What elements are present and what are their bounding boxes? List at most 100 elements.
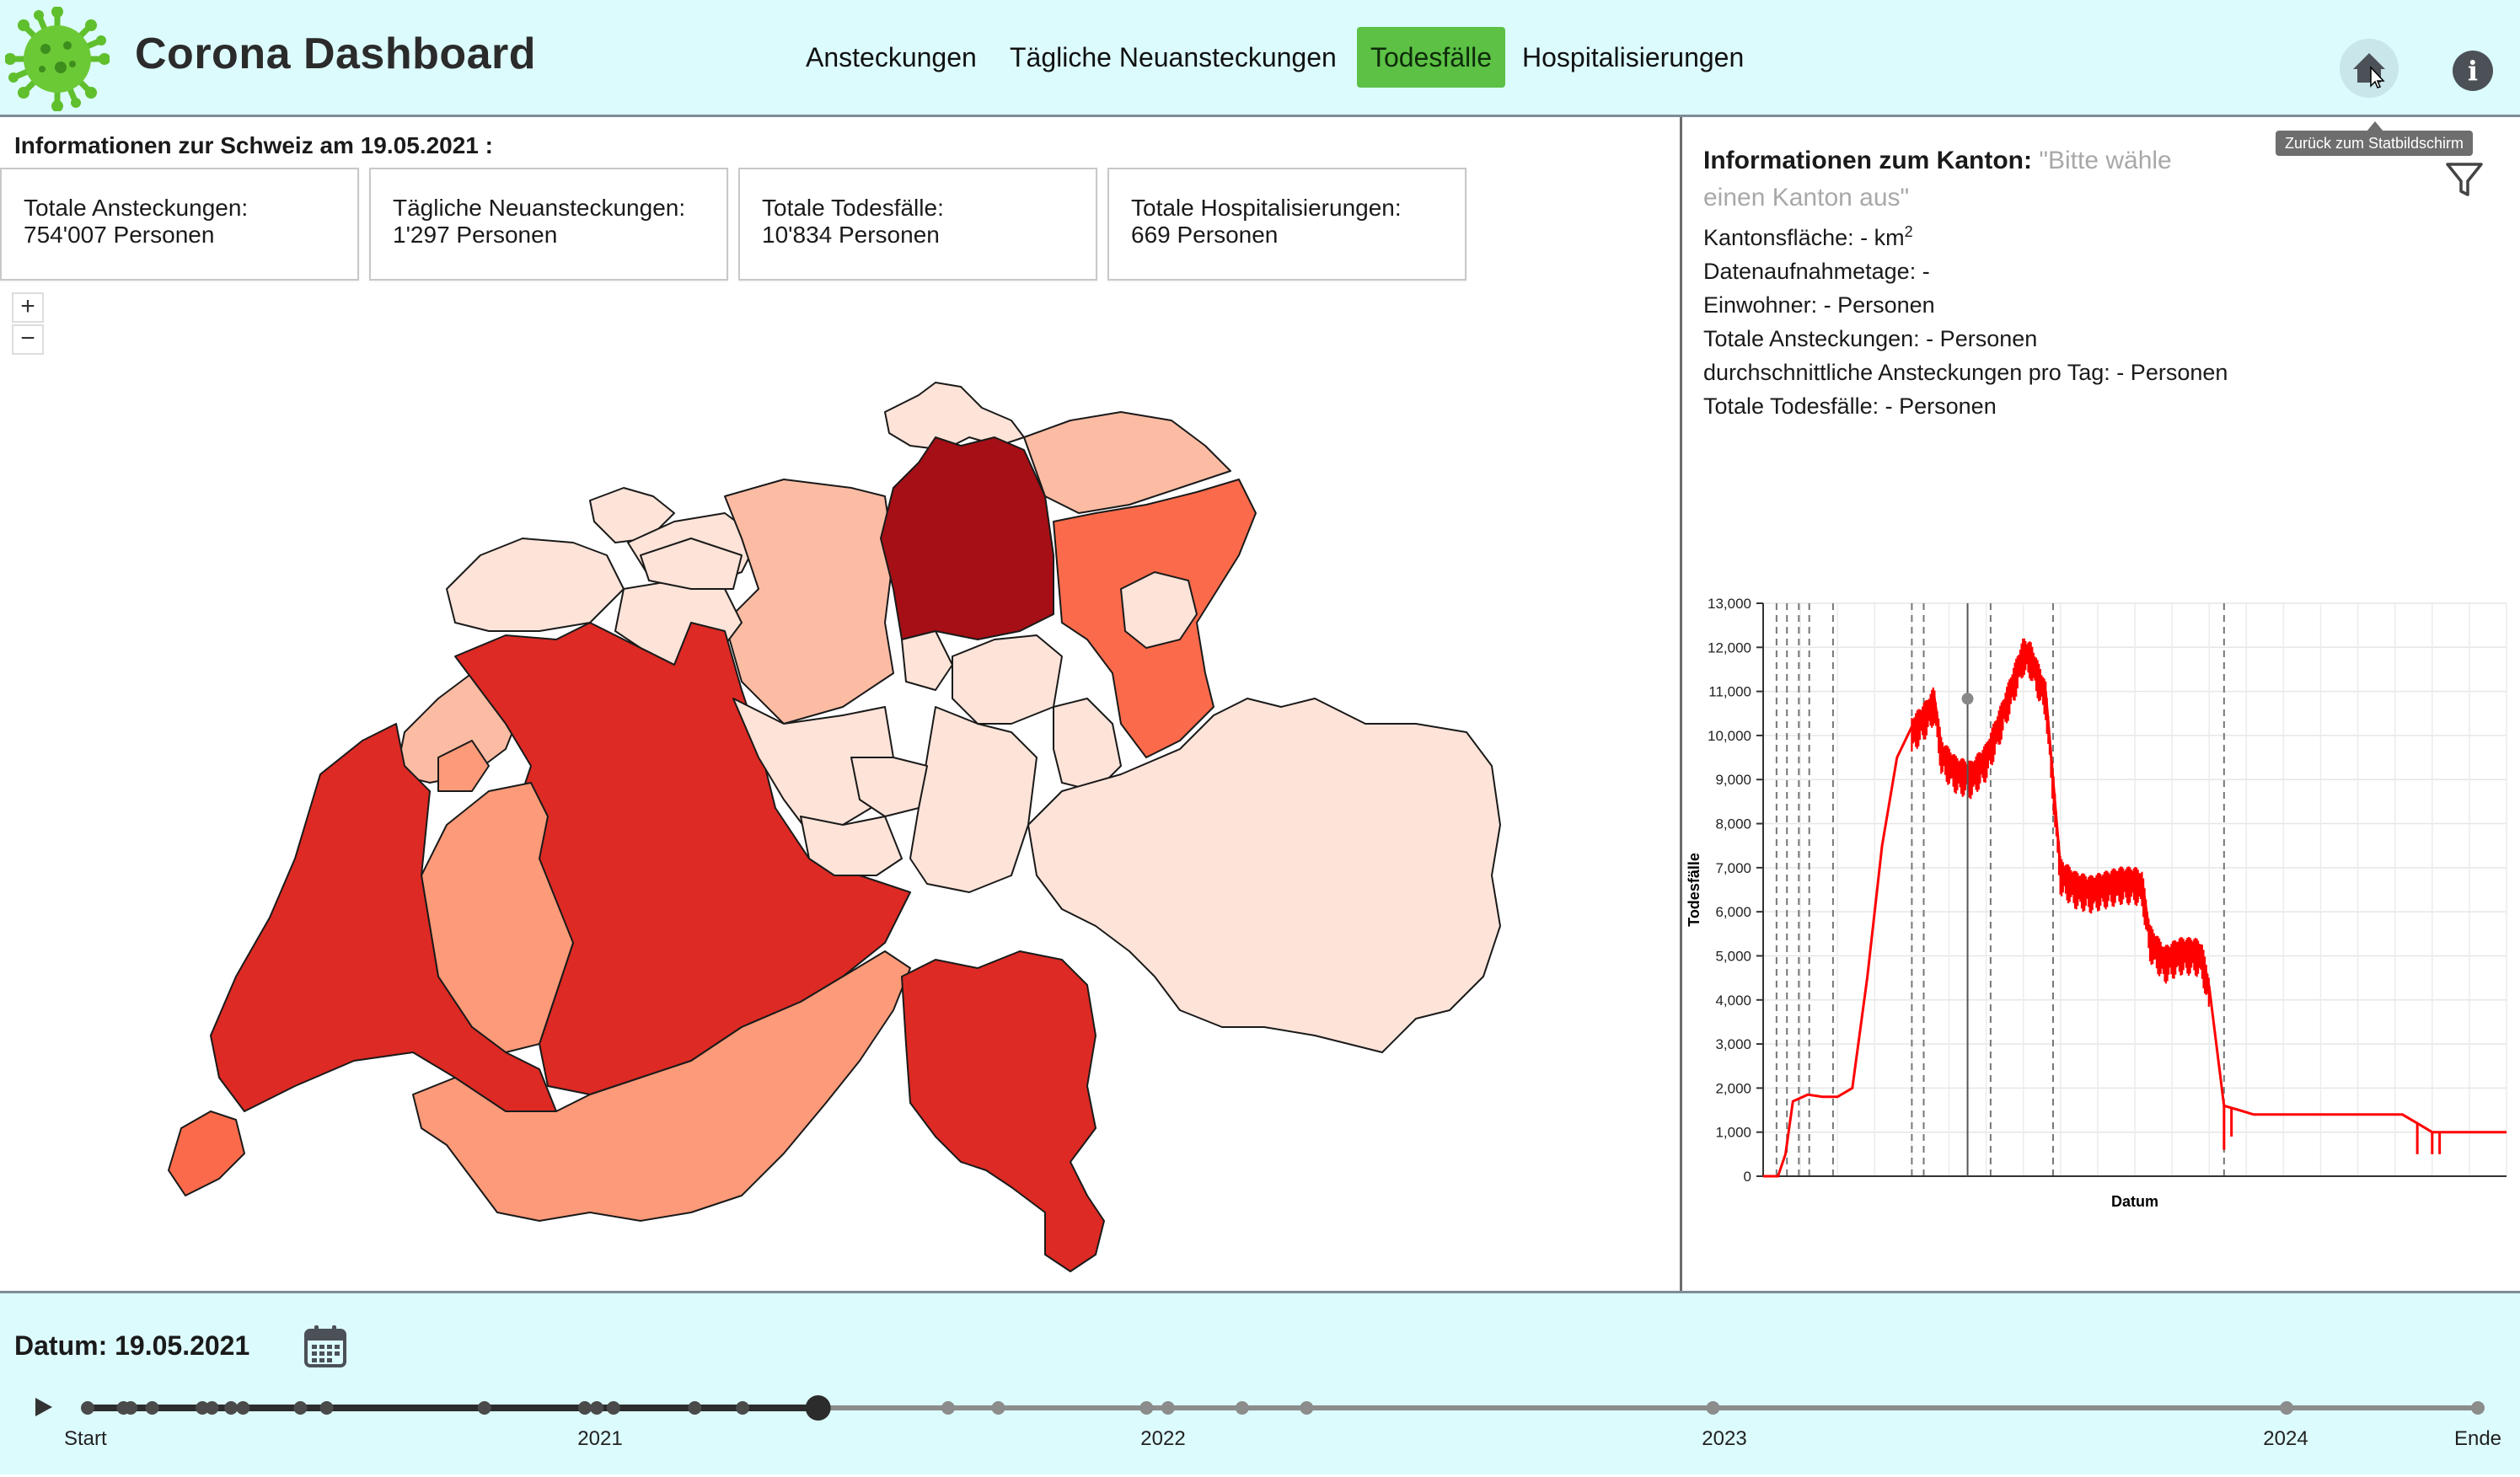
canton-area-label: Kantonsfläche: - km <box>1703 225 1905 250</box>
timeline-tick-label: 2024 <box>2263 1427 2308 1450</box>
canton-aargau[interactable] <box>724 479 894 725</box>
canton-appenzell[interactable] <box>1120 571 1198 649</box>
timeline-event-dot[interactable] <box>688 1401 702 1415</box>
chart-y-tick-label: 4,000 <box>1715 993 1751 1009</box>
map-zoom-out-button[interactable]: − <box>12 324 44 355</box>
canton-ticino[interactable] <box>901 950 1105 1272</box>
canton-obwalden[interactable] <box>800 816 903 876</box>
info-button[interactable]: i <box>2453 51 2493 91</box>
chart-y-tick-label: 8,000 <box>1715 816 1751 832</box>
panel-divider <box>1680 117 1682 1291</box>
timeline-event-dot[interactable] <box>196 1401 210 1415</box>
canton-avg-infections: durchschnittliche Ansteckungen pro Tag: … <box>1703 360 2228 385</box>
canton-population: Einwohner: - Personen <box>1703 292 1935 318</box>
timeline-event-dot[interactable] <box>124 1401 138 1415</box>
canton-uri[interactable] <box>909 706 1037 893</box>
timeline-event-dot[interactable] <box>205 1401 219 1415</box>
tab-hospitalisierungen[interactable]: Hospitalisierungen <box>1522 42 1745 72</box>
timeline-event-dot[interactable] <box>81 1401 94 1415</box>
timeline-event-dot[interactable] <box>1139 1401 1154 1415</box>
chart-y-tick-label: 9,000 <box>1715 772 1751 788</box>
canton-solothurn-2[interactable] <box>640 538 743 590</box>
chart-y-ticks: 0 1,000 2,000 3,000 4,000 5,000 6,000 7,000 8,00… <box>1708 596 1763 1185</box>
canton-panel: Informationen zum Kanton: "Bitte wähle e… <box>1682 117 2520 1291</box>
chart-y-tick-label: 7,000 <box>1715 860 1751 876</box>
tab-taegliche-neuansteckungen[interactable]: Tägliche Neuansteckungen <box>1010 42 1337 72</box>
stat-label: Tägliche Neuansteckungen: <box>393 195 686 221</box>
chart-y-tick-label: 3,000 <box>1715 1036 1751 1052</box>
canton-schwyz[interactable] <box>952 634 1063 725</box>
home-icon <box>2353 53 2385 88</box>
switzerland-map <box>168 382 1501 1272</box>
timeline-event-dot[interactable] <box>1300 1401 1314 1415</box>
canton-zug[interactable] <box>901 630 953 691</box>
stat-value: 10'834 Personen <box>762 222 940 248</box>
filter-icon[interactable] <box>2444 159 2485 200</box>
canton-basel[interactable] <box>589 487 675 543</box>
current-date-label: Datum: 19.05.2021 <box>14 1330 250 1361</box>
canton-placeholder: "Bitte wähle einen Kanton aus" <box>1703 147 2172 211</box>
chart-x-label: Datum <box>2111 1193 2158 1210</box>
canton-schaffhausen[interactable] <box>884 382 1025 451</box>
timeline-bar: Datum: 19.05.2021 Start 2021 2022 2023 2024 E… <box>0 1291 2520 1474</box>
stat-card-total-deaths: Totale Todesfälle: 10'834 Personen <box>738 168 1097 281</box>
tab-todesfaelle[interactable]: Todesfälle <box>1357 27 1505 88</box>
virus-logo-icon <box>5 7 110 111</box>
stat-card-total-hospitalizations: Totale Hospitalisierungen: 669 Personen <box>1107 168 1466 281</box>
stat-card-daily-infections: Tägliche Neuansteckungen: 1'297 Personen <box>369 168 728 281</box>
canton-area: Kantonsfläche: - km2 <box>1703 223 1913 251</box>
timeline-year-ticks: Start 2021 2022 2023 2024 Ende <box>64 1427 2501 1450</box>
canton-valais[interactable] <box>412 950 911 1222</box>
calendar-icon[interactable] <box>303 1324 347 1369</box>
timeline-event-dot[interactable] <box>1706 1401 1720 1415</box>
canton-nidwalden[interactable] <box>850 757 928 817</box>
home-tooltip: Zurück zum Statbildschirm <box>2276 131 2473 156</box>
canton-thurgau[interactable] <box>1023 411 1231 514</box>
play-icon[interactable] <box>30 1393 56 1421</box>
canton-fribourg-enclave[interactable] <box>437 740 490 792</box>
header-bar: Corona Dashboard Ansteckungen Tägliche N… <box>0 0 2520 117</box>
deaths-chart: 0 1,000 2,000 3,000 4,000 5,000 6,000 7,000 8,00… <box>1686 596 2507 1210</box>
timeline-tick-label: Start <box>64 1427 107 1450</box>
timeline-event-dot[interactable] <box>319 1401 334 1415</box>
timeline-event-dot[interactable] <box>224 1401 239 1415</box>
timeline-event-dot[interactable] <box>606 1401 620 1415</box>
timeline-event-dot[interactable] <box>145 1401 159 1415</box>
switzerland-panel: Informationen zur Schweiz am 19.05.2021 … <box>0 117 1680 1291</box>
chart-y-tick-label: 11,000 <box>1708 684 1751 700</box>
timeline-event-dot[interactable] <box>2471 1401 2485 1415</box>
timeline-tick-label: 2022 <box>1140 1427 1185 1450</box>
tab-ansteckungen[interactable]: Ansteckungen <box>806 42 977 72</box>
map-zoom-in-button[interactable]: + <box>12 292 44 323</box>
timeline-event-dot[interactable] <box>293 1401 308 1415</box>
canton-info-title: Informationen zum Kanton: <box>1703 147 2032 174</box>
timeline-event-dot[interactable] <box>941 1401 955 1415</box>
home-button[interactable] <box>2340 39 2399 98</box>
chart-y-tick-label: 10,000 <box>1708 728 1751 744</box>
timeline-event-dot[interactable] <box>1161 1401 1175 1415</box>
canton-zuerich[interactable] <box>880 436 1054 640</box>
chart-y-tick-label: 0 <box>1744 1169 1751 1185</box>
timeline-event-dot[interactable] <box>477 1401 491 1415</box>
timeline-event-dot[interactable] <box>991 1401 1005 1415</box>
canton-total-infections: Totale Ansteckungen: - Personen <box>1703 326 2038 351</box>
timeline-event-dot[interactable] <box>1235 1401 1249 1415</box>
timeline-event-dot[interactable] <box>590 1401 604 1415</box>
timeline-event-dot[interactable] <box>736 1401 750 1415</box>
timeline-event-dot[interactable] <box>577 1401 592 1415</box>
stat-value: 754'007 Personen <box>24 222 215 248</box>
timeline-event-dot[interactable] <box>236 1401 250 1415</box>
canton-geneva[interactable] <box>168 1110 245 1196</box>
timeline-handle[interactable] <box>805 1395 831 1421</box>
canton-jura[interactable] <box>446 538 625 632</box>
switzerland-info-title: Informationen zur Schweiz am 19.05.2021 … <box>14 132 493 158</box>
chart-y-label: Todesfälle <box>1686 853 1702 927</box>
chart-oscillation-band <box>1911 638 2442 1154</box>
timeline-slider[interactable]: Start 2021 2022 2023 2024 Ende <box>0 1293 2520 1477</box>
canton-graubuenden[interactable] <box>1027 698 1501 1053</box>
chart-y-tick-label: 1,000 <box>1715 1125 1751 1141</box>
canton-area-unit-exponent: 2 <box>1904 223 1913 240</box>
chart-current-point[interactable] <box>1961 693 1974 705</box>
chart-y-tick-label: 12,000 <box>1708 639 1751 656</box>
timeline-event-dot[interactable] <box>2280 1401 2294 1415</box>
